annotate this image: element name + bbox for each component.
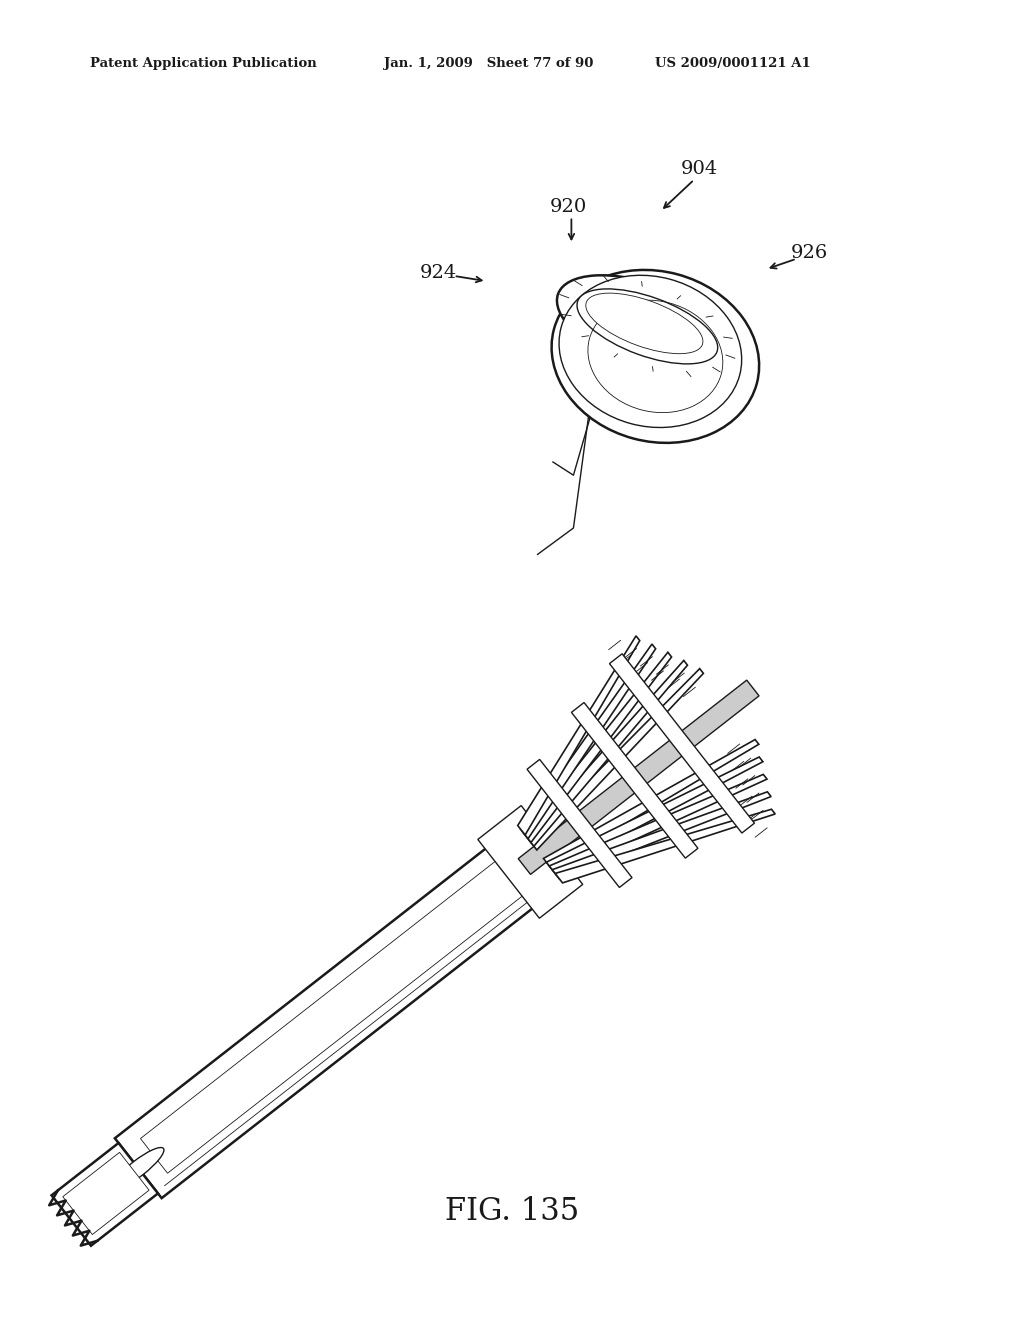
Ellipse shape	[586, 293, 702, 354]
Ellipse shape	[559, 276, 741, 428]
Polygon shape	[518, 680, 759, 874]
Polygon shape	[544, 739, 759, 869]
Polygon shape	[526, 660, 687, 846]
Ellipse shape	[552, 269, 759, 444]
Polygon shape	[552, 792, 771, 879]
Polygon shape	[51, 1143, 158, 1246]
Polygon shape	[478, 805, 583, 919]
Polygon shape	[115, 812, 580, 1199]
Ellipse shape	[113, 1147, 164, 1189]
Polygon shape	[555, 809, 775, 883]
Polygon shape	[547, 756, 763, 871]
Text: 926: 926	[791, 244, 827, 263]
Text: Patent Application Publication: Patent Application Publication	[90, 57, 316, 70]
Polygon shape	[62, 1152, 150, 1234]
Polygon shape	[518, 636, 640, 836]
Ellipse shape	[577, 289, 718, 364]
Text: Jan. 1, 2009   Sheet 77 of 90: Jan. 1, 2009 Sheet 77 of 90	[384, 57, 593, 70]
Polygon shape	[520, 644, 655, 838]
Polygon shape	[571, 702, 698, 858]
Polygon shape	[527, 759, 632, 887]
Polygon shape	[140, 837, 554, 1173]
Polygon shape	[523, 652, 672, 842]
Text: 920: 920	[550, 198, 587, 216]
Polygon shape	[529, 669, 703, 850]
Text: US 2009/0001121 A1: US 2009/0001121 A1	[655, 57, 811, 70]
Polygon shape	[609, 653, 755, 833]
Polygon shape	[549, 775, 767, 875]
Text: FIG. 135: FIG. 135	[444, 1196, 580, 1228]
Ellipse shape	[557, 276, 737, 378]
Text: 904: 904	[681, 160, 718, 178]
Text: 924: 924	[420, 264, 457, 282]
